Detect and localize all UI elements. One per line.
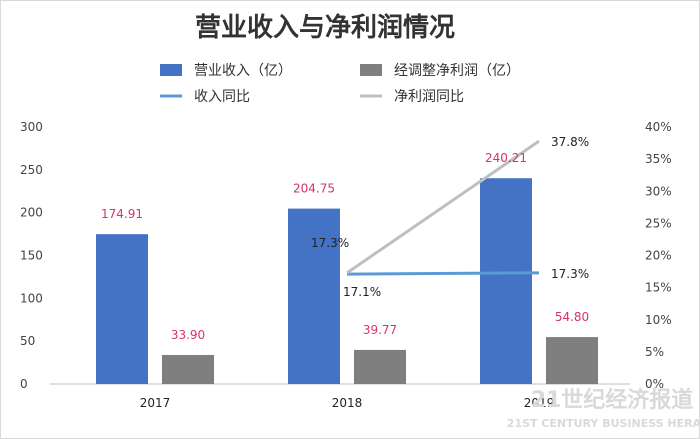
y-left-tick-label: 50	[20, 334, 35, 348]
bar-data-label: 39.77	[363, 323, 397, 337]
bar	[288, 208, 340, 384]
legend: 营业收入（亿） 经调整净利润（亿） 收入同比 净利润同比	[160, 63, 520, 105]
x-tick-label: 2018	[332, 396, 363, 410]
x-tick-label: 2019	[524, 396, 555, 410]
y-axis-right: 0% 5% 10% 15% 20% 25% 30% 35% 40%	[645, 120, 672, 391]
series-line-2	[346, 271, 540, 276]
y-left-tick-label: 300	[20, 120, 43, 134]
legend-label-2: 收入同比	[194, 89, 250, 105]
y-right-tick-label: 25%	[645, 216, 672, 230]
y-right-tick-label: 30%	[645, 184, 672, 198]
y-right-tick-label: 15%	[645, 281, 672, 295]
lines	[346, 139, 540, 276]
bars	[96, 178, 598, 384]
line-data-label: 17.1%	[343, 285, 381, 299]
y-right-tick-label: 20%	[645, 249, 672, 263]
bar-data-label: 240.21	[485, 151, 527, 165]
y-right-tick-label: 10%	[645, 313, 672, 327]
y-left-tick-label: 250	[20, 163, 43, 177]
bar-data-label: 174.91	[101, 207, 143, 221]
legend-label-3: 净利润同比	[394, 89, 464, 105]
y-right-tick-label: 5%	[645, 345, 664, 359]
legend-label-0: 营业收入（亿）	[194, 63, 292, 79]
data-labels: 174.91 204.75 240.21 33.90 39.77 54.80 17.1% 17…	[101, 135, 589, 342]
y-right-tick-label: 0%	[645, 377, 664, 391]
bar	[354, 349, 406, 384]
legend-swatch-1	[360, 64, 382, 76]
bar	[546, 337, 598, 384]
series-line-3	[346, 139, 540, 275]
bar-data-label: 204.75	[293, 182, 335, 196]
line-data-label: 17.3%	[551, 267, 589, 281]
legend-swatch-0	[160, 64, 182, 76]
y-right-tick-label: 40%	[645, 120, 672, 134]
y-left-tick-label: 150	[20, 249, 43, 263]
y-left-tick-label: 0	[20, 377, 28, 391]
bar-data-label: 54.80	[555, 310, 589, 324]
watermark: 21世纪经济报道 21ST CENTURY BUSINESS HERALD	[507, 387, 700, 430]
y-axis-left: 0 50 100 150 200 250 300	[20, 120, 43, 391]
watermark-en: 21ST CENTURY BUSINESS HERALD	[507, 417, 700, 430]
bar-data-label: 33.90	[171, 328, 205, 342]
y-left-tick-label: 100	[20, 291, 43, 305]
watermark-cn: 21世纪经济报道	[531, 387, 694, 413]
y-right-tick-label: 35%	[645, 152, 672, 166]
chart-title: 营业收入与净利润情况	[195, 12, 455, 43]
line-data-label: 37.8%	[551, 135, 589, 149]
legend-label-1: 经调整净利润（亿）	[394, 63, 520, 79]
bar	[96, 234, 148, 384]
x-tick-label: 2017	[140, 396, 171, 410]
line-data-label: 17.3%	[311, 236, 349, 250]
y-left-tick-label: 200	[20, 206, 43, 220]
bar	[480, 178, 532, 384]
bar	[162, 354, 214, 384]
